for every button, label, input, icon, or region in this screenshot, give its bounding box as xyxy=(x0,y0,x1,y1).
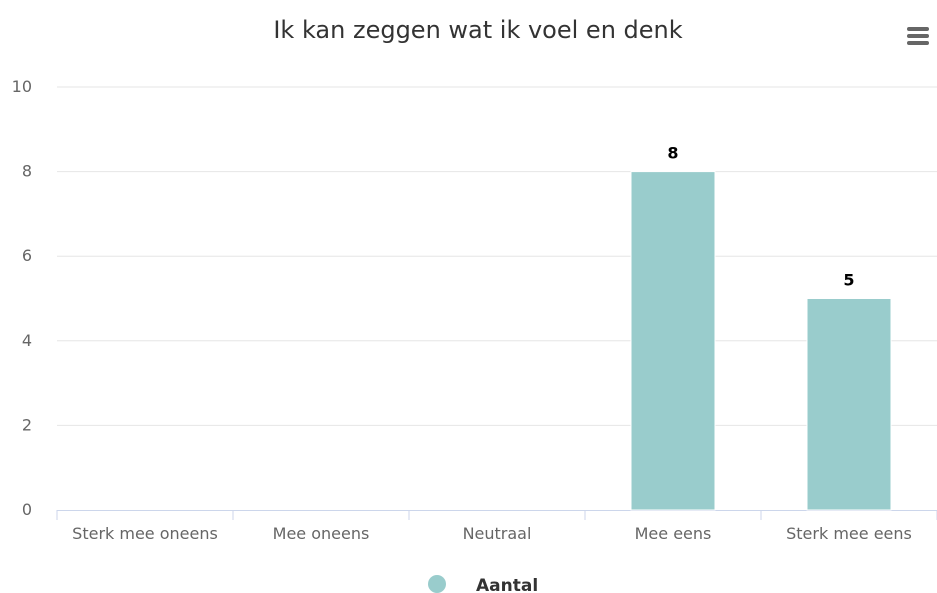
x-tick-label: Mee eens xyxy=(635,524,712,543)
legend-label: Aantal xyxy=(476,576,538,593)
y-axis-ticks: 0 2 4 6 8 10 xyxy=(12,77,32,519)
bars xyxy=(630,171,892,511)
x-tick-label: Sterk mee oneens xyxy=(72,524,218,543)
y-tick-label: 8 xyxy=(22,162,32,181)
data-label: 8 xyxy=(667,144,678,163)
y-tick-label: 4 xyxy=(22,331,32,350)
bar[interactable] xyxy=(630,171,716,511)
legend-swatch xyxy=(428,575,446,593)
x-tick-label: Mee oneens xyxy=(273,524,370,543)
bar[interactable] xyxy=(806,298,892,511)
y-tick-label: 0 xyxy=(22,500,32,519)
x-axis: Sterk mee oneens Mee oneens Neutraal Mee ee… xyxy=(56,510,937,543)
y-tick-label: 6 xyxy=(22,246,32,265)
legend[interactable]: Aantal xyxy=(428,575,538,593)
data-labels: 85 xyxy=(667,144,854,290)
data-label: 5 xyxy=(843,271,854,290)
grid-lines xyxy=(57,86,937,426)
y-tick-label: 2 xyxy=(22,415,32,434)
y-tick-label: 10 xyxy=(12,77,32,96)
x-tick-label: Neutraal xyxy=(463,524,532,543)
chart-title: Ik kan zeggen wat ik voel en denk xyxy=(273,16,682,44)
x-tick-label: Sterk mee eens xyxy=(786,524,912,543)
hamburger-menu-icon[interactable] xyxy=(904,24,930,48)
